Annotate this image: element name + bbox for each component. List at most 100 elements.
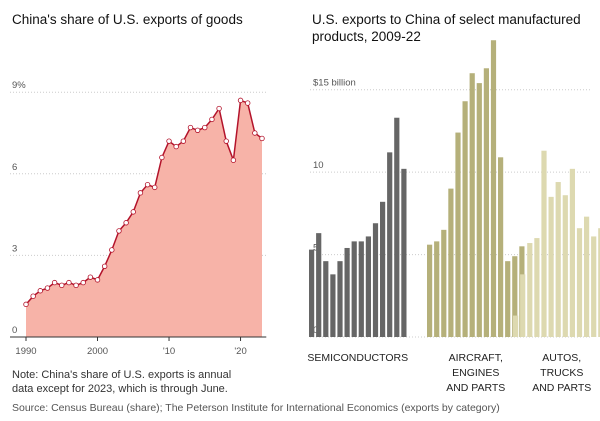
point bbox=[66, 279, 72, 286]
bar bbox=[527, 243, 533, 337]
point bbox=[223, 138, 229, 144]
point bbox=[180, 138, 187, 144]
point bbox=[80, 279, 86, 286]
bar bbox=[365, 236, 371, 337]
bar bbox=[309, 249, 315, 337]
note: data except for 2023, which is through J… bbox=[12, 383, 228, 395]
bar bbox=[441, 229, 447, 337]
bar bbox=[380, 201, 386, 337]
y-tick-label: $15 billion bbox=[313, 78, 356, 89]
bar bbox=[401, 168, 407, 337]
chart-title: U.S. exports to China of select manufact… bbox=[312, 12, 581, 27]
point bbox=[173, 143, 179, 150]
point bbox=[259, 135, 265, 142]
bar bbox=[434, 241, 440, 337]
bar bbox=[576, 228, 583, 337]
bar bbox=[427, 244, 433, 337]
bar bbox=[584, 216, 590, 337]
bar bbox=[483, 68, 489, 338]
point bbox=[101, 263, 108, 269]
y-tick-label: 3 bbox=[12, 243, 17, 254]
y-tick-label: 9% bbox=[12, 80, 26, 91]
bar bbox=[562, 195, 568, 337]
point bbox=[51, 279, 58, 286]
point bbox=[109, 247, 115, 253]
bar bbox=[569, 168, 575, 337]
x-tick-label: 2000 bbox=[87, 346, 108, 357]
group-label: SEMICONDUCTORS bbox=[307, 352, 408, 364]
point bbox=[237, 97, 244, 104]
point bbox=[166, 138, 172, 144]
bar bbox=[555, 182, 561, 337]
x-tick-label: '10 bbox=[163, 346, 175, 357]
bar bbox=[351, 241, 357, 337]
bar bbox=[323, 261, 329, 337]
point bbox=[137, 190, 144, 196]
y-tick-label: 0 bbox=[313, 325, 318, 336]
point bbox=[123, 220, 129, 226]
bar bbox=[448, 188, 454, 337]
x-tick-label: 1990 bbox=[15, 346, 36, 357]
point bbox=[209, 116, 215, 123]
point bbox=[216, 105, 222, 112]
bar bbox=[498, 157, 504, 337]
group-label: TRUCKS bbox=[540, 367, 583, 379]
group-label: AUTOS, bbox=[542, 352, 581, 364]
point bbox=[23, 301, 29, 308]
point bbox=[30, 293, 36, 299]
point bbox=[152, 184, 158, 191]
y-tick-label: 5 bbox=[313, 243, 318, 254]
bar bbox=[344, 247, 350, 337]
group-label: AND PARTS bbox=[446, 382, 505, 394]
bar bbox=[330, 274, 336, 337]
source: Source: Census Bureau (share); The Peter… bbox=[12, 402, 500, 414]
group-label: ENGINES bbox=[452, 367, 499, 379]
bar bbox=[469, 73, 475, 337]
bar bbox=[548, 196, 554, 337]
bar bbox=[316, 233, 322, 337]
area bbox=[26, 100, 262, 337]
bar bbox=[513, 315, 519, 337]
point bbox=[230, 157, 237, 163]
group-label: AIRCRAFT, bbox=[449, 352, 503, 364]
y-tick-label: 10 bbox=[313, 160, 324, 171]
line bbox=[25, 99, 263, 305]
note: Note: China's share of U.S. exports is a… bbox=[12, 369, 231, 381]
bar bbox=[591, 236, 597, 337]
bar bbox=[505, 261, 511, 337]
bar bbox=[387, 152, 393, 337]
bar bbox=[337, 261, 343, 337]
y-tick-label: 6 bbox=[12, 162, 17, 173]
bar bbox=[541, 150, 547, 337]
bar bbox=[394, 117, 400, 337]
bar bbox=[512, 256, 518, 337]
x-tick-label: '20 bbox=[234, 346, 246, 357]
chart-title: China's share of U.S. exports of goods bbox=[12, 12, 243, 27]
point bbox=[194, 127, 201, 133]
point bbox=[252, 130, 258, 136]
group-label: AND PARTS bbox=[532, 382, 591, 394]
bar bbox=[476, 83, 482, 337]
point bbox=[130, 209, 136, 215]
bar bbox=[598, 228, 600, 337]
point bbox=[159, 154, 165, 161]
chart-title: products, 2009-22 bbox=[312, 29, 421, 44]
bar bbox=[520, 274, 526, 337]
point bbox=[94, 277, 101, 283]
point bbox=[44, 285, 51, 291]
point bbox=[116, 228, 122, 234]
bar bbox=[358, 241, 364, 337]
bar bbox=[534, 238, 540, 337]
bar bbox=[462, 101, 468, 337]
bar bbox=[372, 223, 379, 337]
y-tick-label: 0 bbox=[12, 325, 17, 336]
point bbox=[87, 274, 94, 280]
point bbox=[59, 282, 65, 289]
point bbox=[244, 100, 251, 106]
point bbox=[187, 124, 194, 131]
point bbox=[73, 282, 79, 289]
bar bbox=[455, 132, 461, 337]
point bbox=[144, 181, 151, 188]
point bbox=[202, 124, 208, 131]
